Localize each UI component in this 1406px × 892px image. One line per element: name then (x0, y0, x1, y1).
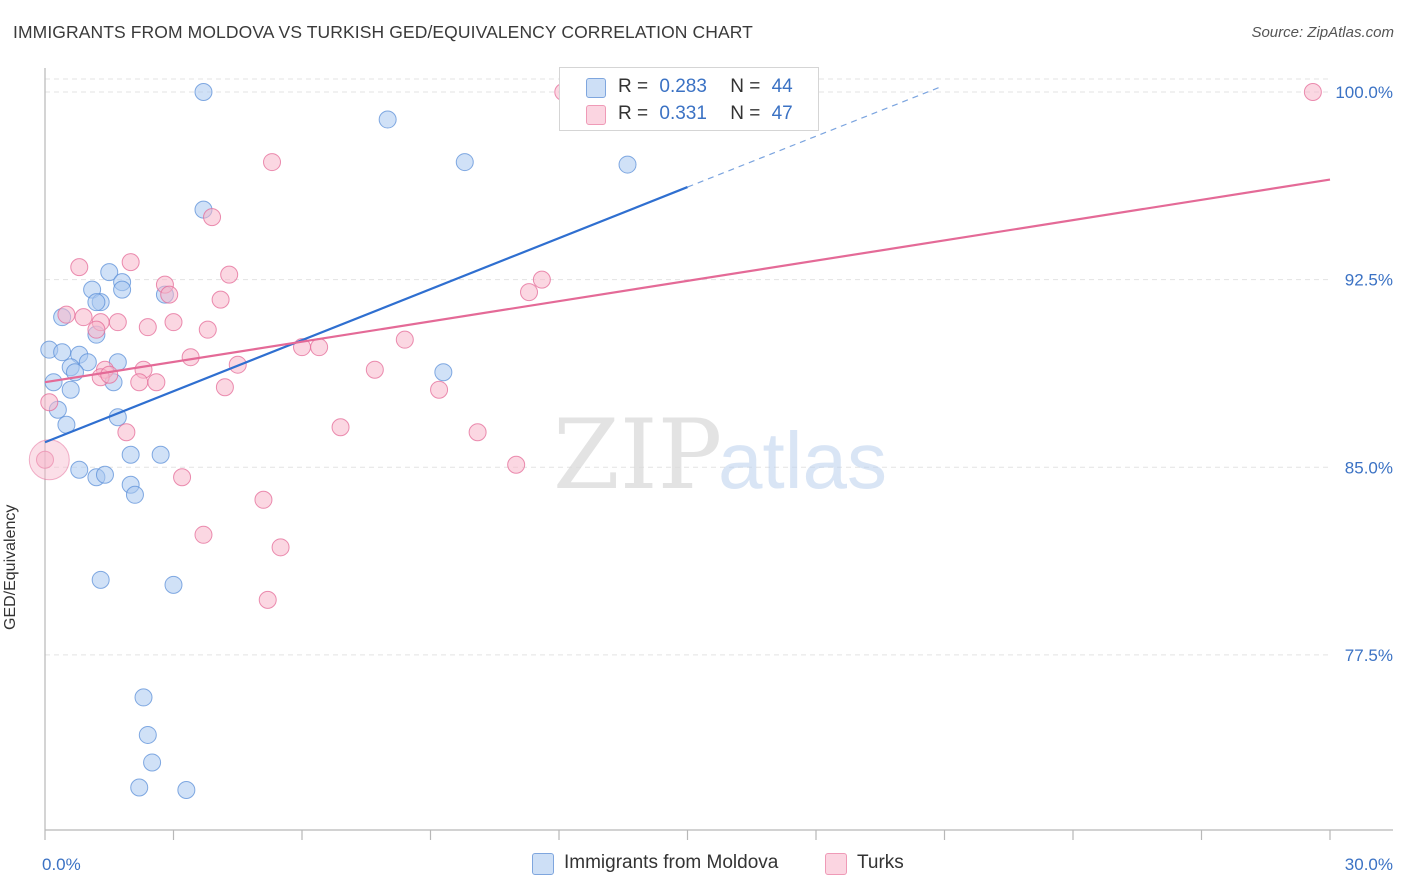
turks-legend-label: Turks (857, 852, 904, 873)
moldova-point (70, 460, 89, 479)
turks-point (164, 313, 183, 332)
turks-point (271, 538, 290, 557)
y-tick-label: 92.5% (1345, 271, 1393, 290)
moldova-point (455, 153, 474, 172)
turks-point (87, 320, 106, 339)
turks-point (173, 468, 192, 487)
n-label: N = (730, 103, 761, 124)
turks-trend-line (44, 178, 1331, 384)
watermark-atlas: atlas (718, 416, 887, 505)
moldova-point (194, 83, 213, 102)
y-tick-label: 77.5% (1345, 646, 1393, 665)
turks-point (220, 265, 239, 284)
moldova-legend-swatch (532, 853, 554, 875)
turks-point (395, 330, 414, 349)
moldova-point (95, 465, 114, 484)
data-points (28, 83, 1322, 799)
moldova-point (113, 280, 132, 299)
turks-point (36, 450, 54, 469)
moldova-point (130, 778, 149, 797)
moldova-point (78, 353, 97, 372)
r-value: 0.283 (659, 76, 707, 97)
moldova-point (138, 725, 157, 744)
moldova-point (87, 293, 106, 312)
turks-point (211, 290, 230, 309)
turks-point (254, 490, 273, 509)
turks-point (430, 380, 449, 399)
moldova-point (134, 688, 153, 707)
axes (44, 68, 1393, 840)
moldova-trend-line (44, 186, 688, 444)
tick-labels: 77.5% 85.0% 92.5% 100.0% 0.0% 30.0% (42, 83, 1393, 874)
turks-point (198, 320, 217, 339)
moldova-point (434, 363, 453, 382)
moldova-point (61, 380, 80, 399)
moldova-point (143, 753, 162, 772)
turks-point (507, 455, 526, 474)
turks-point (147, 373, 166, 392)
turks-point (28, 439, 70, 481)
r-label: R = (618, 103, 649, 124)
moldova-point (378, 110, 397, 129)
turks-point (310, 338, 329, 357)
turks-point (331, 418, 350, 437)
turks-point (160, 285, 179, 304)
x-tick-label: 30.0% (1345, 855, 1393, 874)
moldova-point (91, 570, 110, 589)
moldova-point (618, 155, 637, 174)
chart-title: IMMIGRANTS FROM MOLDOVA VS TURKISH GED/E… (13, 22, 753, 42)
watermark: ZIP atlas (553, 399, 887, 511)
x-tick-label: 0.0% (42, 855, 81, 874)
moldova-trend-extension (687, 86, 941, 188)
turks-point (117, 423, 136, 442)
moldova-point (177, 780, 196, 799)
turks-point (121, 253, 140, 272)
y-tick-label: 85.0% (1345, 458, 1393, 477)
moldova-point (164, 575, 183, 594)
n-value: 44 (771, 76, 793, 97)
turks-point (138, 318, 157, 337)
turks-point (74, 308, 93, 327)
turks-legend-swatch (825, 853, 847, 875)
turks-point (263, 153, 282, 172)
n-label: N = (730, 76, 761, 97)
y-tick-label: 100.0% (1335, 83, 1393, 102)
turks-point (203, 208, 222, 227)
turks-swatch (586, 105, 606, 125)
source-label: Source: ZipAtlas.com (1251, 24, 1394, 41)
moldova-point (121, 445, 140, 464)
stats-legend: R = 0.283 N = 44 R = 0.331 N = 47 (559, 67, 819, 131)
turks-point (365, 360, 384, 379)
turks-point (468, 423, 487, 442)
turks-point (1303, 83, 1322, 102)
turks-point (520, 283, 539, 302)
turks-point (57, 305, 76, 324)
n-value: 47 (771, 103, 793, 124)
turks-point (70, 258, 89, 277)
r-label: R = (618, 76, 649, 97)
moldova-swatch (586, 78, 606, 98)
turks-point (215, 378, 234, 397)
turks-point (532, 270, 551, 289)
turks-point (194, 525, 213, 544)
turks-point (40, 393, 59, 412)
moldova-point (125, 485, 144, 504)
moldova-point (100, 263, 119, 282)
watermark-zip: ZIP (553, 399, 722, 511)
turks-point (130, 373, 149, 392)
r-value: 0.331 (659, 103, 707, 124)
moldova-legend-label: Immigrants from Moldova (564, 852, 779, 873)
turks-point (108, 313, 127, 332)
turks-point (100, 365, 119, 384)
moldova-point (151, 445, 170, 464)
trend-lines (44, 86, 1331, 444)
moldova-point (53, 343, 72, 362)
turks-point (258, 590, 277, 609)
